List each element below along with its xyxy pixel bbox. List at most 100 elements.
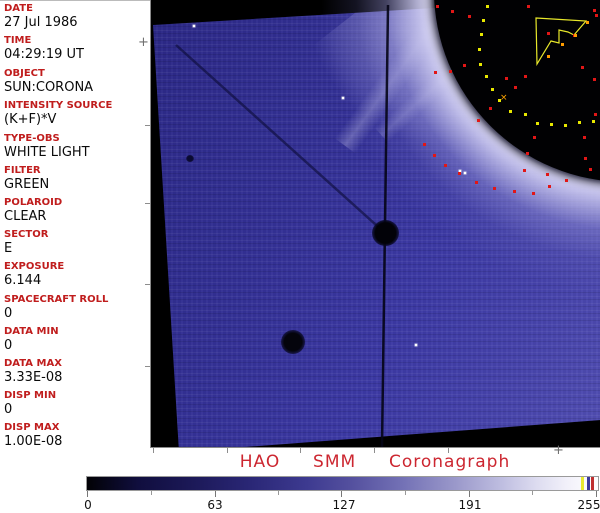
colorbar-blue-stripe bbox=[587, 477, 590, 490]
dot-red bbox=[514, 86, 517, 89]
meta-value: 3.33E-08 bbox=[4, 370, 63, 385]
cross-marker-icon: × bbox=[500, 93, 508, 103]
tick-bottom bbox=[448, 448, 449, 453]
dot-yellow bbox=[509, 110, 512, 113]
dot-red bbox=[547, 32, 550, 35]
meta-label: EXPOSURE bbox=[4, 261, 65, 272]
colorbar-minor-tick bbox=[278, 491, 279, 495]
colorbar-label-63: 63 bbox=[207, 498, 223, 512]
meta-value: 04:29:19 UT bbox=[4, 47, 84, 62]
dot-yellow bbox=[486, 5, 489, 8]
tick-left bbox=[145, 203, 150, 204]
pointing-overlay-polygon bbox=[535, 17, 588, 67]
meta-date: DATE 27 Jul 1986 bbox=[4, 3, 148, 35]
meta-value: WHITE LIGHT bbox=[4, 145, 90, 160]
meta-value: 0 bbox=[4, 306, 13, 321]
colorbar-yellow-stripe bbox=[581, 477, 584, 490]
meta-exposure: EXPOSURE 6.144 bbox=[4, 261, 148, 293]
dot-red bbox=[477, 119, 480, 122]
dot-red bbox=[584, 157, 587, 160]
intensity-colorbar bbox=[86, 476, 599, 491]
instrument-title: HAO SMM Coronagraph bbox=[239, 452, 511, 472]
meta-label: DATA MIN bbox=[4, 326, 59, 337]
dot-red bbox=[533, 136, 536, 139]
dot-red bbox=[423, 143, 426, 146]
dot-red bbox=[546, 173, 549, 176]
meta-label: SPACECRAFT ROLL bbox=[4, 294, 109, 305]
dot-red bbox=[493, 187, 496, 190]
dot-red bbox=[505, 77, 508, 80]
meta-value: GREEN bbox=[4, 177, 50, 192]
dot-red bbox=[523, 169, 526, 172]
dot-orange bbox=[574, 34, 577, 37]
dot-red bbox=[565, 179, 568, 182]
dot-red bbox=[589, 168, 592, 171]
dot-red bbox=[449, 70, 452, 73]
meta-value: 27 Jul 1986 bbox=[4, 15, 78, 30]
colorbar-minor-tick bbox=[151, 491, 152, 495]
meta-label: FILTER bbox=[4, 165, 41, 176]
dust-blob bbox=[281, 330, 305, 354]
dot-red bbox=[513, 190, 516, 193]
dot-red bbox=[434, 71, 437, 74]
dot-red bbox=[527, 5, 530, 8]
colorbar-tick bbox=[596, 491, 597, 497]
colorbar-label-191: 191 bbox=[458, 498, 482, 512]
colorbar-tick bbox=[469, 491, 470, 497]
tick-bottom bbox=[374, 448, 375, 453]
dot-orange bbox=[561, 43, 564, 46]
meta-object: OBJECT SUN:CORONA bbox=[4, 68, 148, 100]
dot-red bbox=[524, 75, 527, 78]
meta-value: SUN:CORONA bbox=[4, 80, 94, 95]
colorbar-red-stripe bbox=[591, 477, 594, 490]
dot-red bbox=[458, 172, 461, 175]
meta-value: 6.144 bbox=[4, 273, 42, 288]
dot-yellow bbox=[592, 120, 595, 123]
dot-red bbox=[475, 181, 478, 184]
colorbar-minor-tick bbox=[405, 491, 406, 495]
dot-yellow bbox=[524, 113, 527, 116]
dot-yellow bbox=[550, 123, 553, 126]
dot-red bbox=[583, 136, 586, 139]
meta-value: 0 bbox=[4, 338, 13, 353]
speck-white bbox=[459, 170, 461, 172]
dot-yellow bbox=[482, 19, 485, 22]
meta-value: 1.00E-08 bbox=[4, 434, 63, 449]
plus-mark: + bbox=[553, 443, 564, 458]
tick-left bbox=[145, 366, 150, 367]
tick-left bbox=[145, 284, 150, 285]
meta-data-min: DATA MIN 0 bbox=[4, 326, 148, 358]
tick-left bbox=[145, 125, 150, 126]
dot-yellow bbox=[485, 75, 488, 78]
colorbar-label-0: 0 bbox=[84, 498, 92, 512]
dot-orange bbox=[547, 55, 550, 58]
dot-red bbox=[595, 14, 598, 17]
dot-yellow bbox=[498, 99, 501, 102]
plus-mark: + bbox=[138, 35, 149, 50]
meta-label: DISP MAX bbox=[4, 422, 60, 433]
dot-red bbox=[526, 152, 529, 155]
dot-yellow bbox=[479, 63, 482, 66]
colorbar-tick bbox=[341, 491, 342, 497]
tick-bottom bbox=[153, 448, 154, 453]
speck-white bbox=[342, 97, 344, 99]
dot-red bbox=[436, 5, 439, 8]
colorbar-label-127: 127 bbox=[332, 498, 356, 512]
meta-label: SECTOR bbox=[4, 229, 49, 240]
meta-label: DATE bbox=[4, 3, 33, 14]
meta-value: CLEAR bbox=[4, 209, 47, 224]
dot-red bbox=[532, 192, 535, 195]
dot-orange bbox=[586, 21, 589, 24]
meta-label: TYPE-OBS bbox=[4, 133, 60, 144]
dot-yellow bbox=[578, 121, 581, 124]
meta-disp-min: DISP MIN 0 bbox=[4, 390, 148, 422]
dot-yellow bbox=[491, 88, 494, 91]
dot-red bbox=[593, 78, 596, 81]
meta-label: DISP MIN bbox=[4, 390, 57, 401]
meta-filter: FILTER GREEN bbox=[4, 165, 148, 197]
meta-value: E bbox=[4, 241, 13, 256]
tick-bottom bbox=[300, 448, 301, 453]
colorbar-tick bbox=[87, 491, 88, 497]
dot-yellow bbox=[480, 33, 483, 36]
